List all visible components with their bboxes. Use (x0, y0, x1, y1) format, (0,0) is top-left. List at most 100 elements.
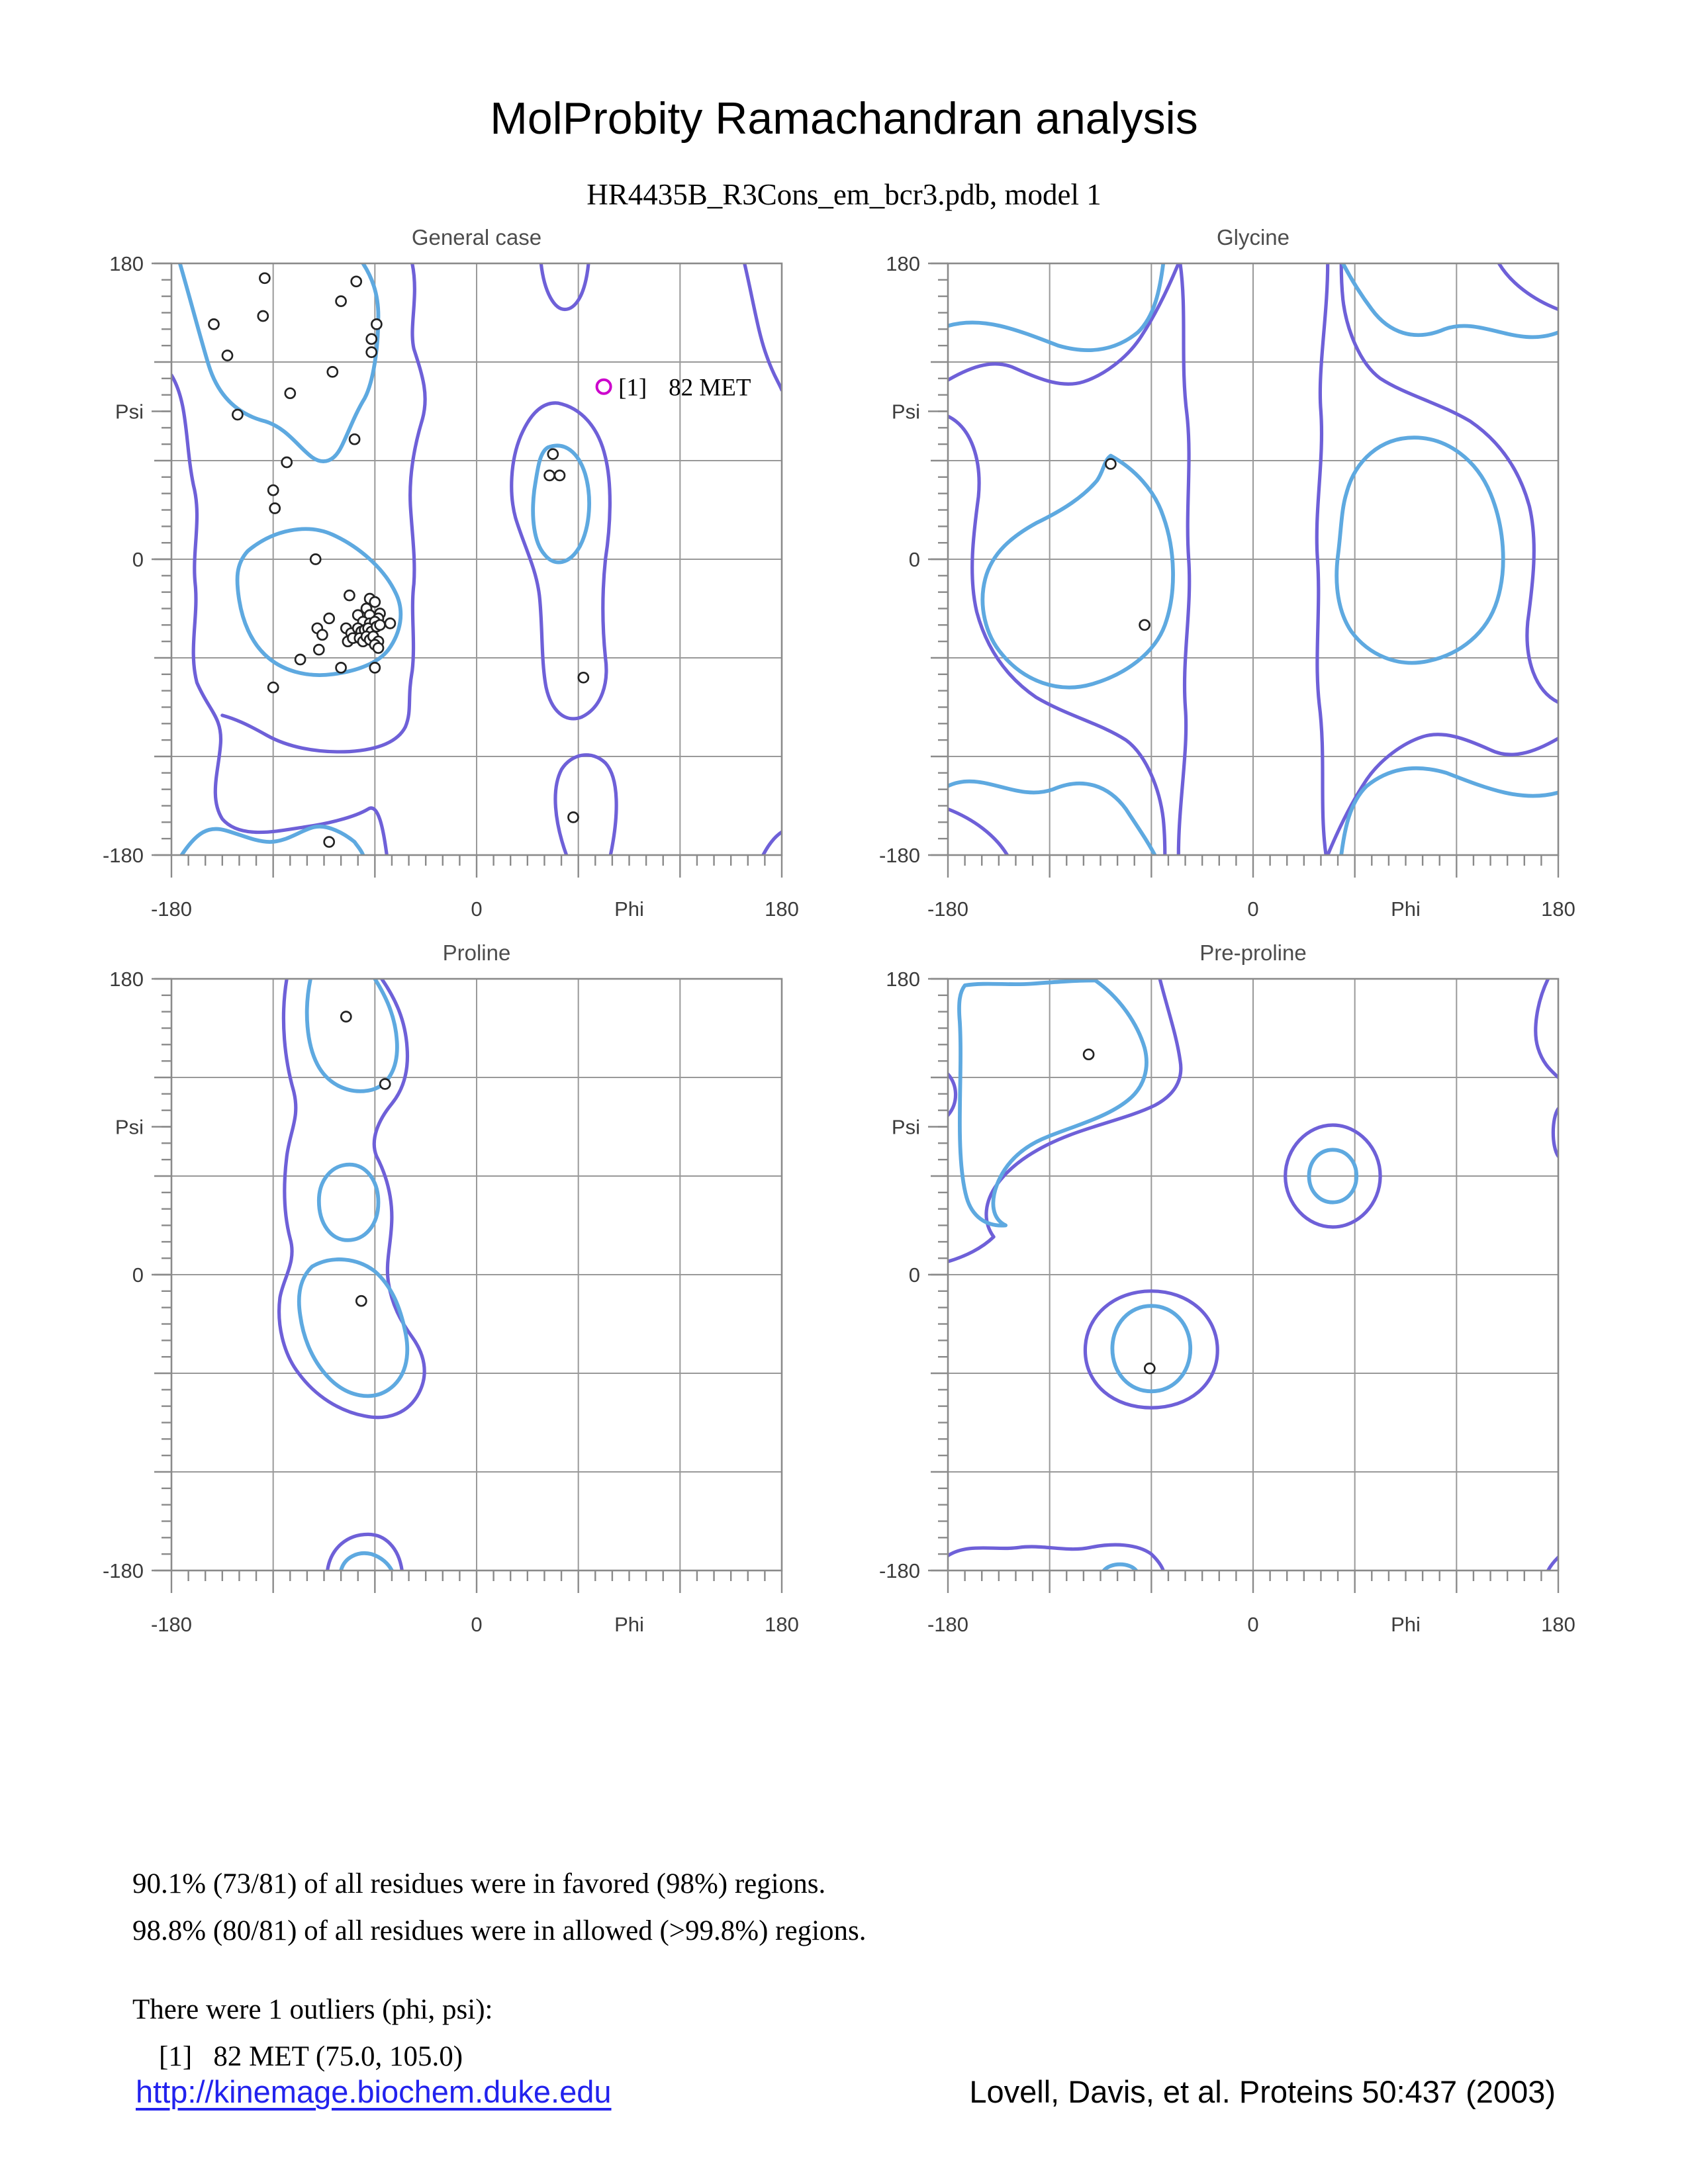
outlier-index: [1] (618, 374, 647, 401)
plot-svg-2: Proline 180 Psi 0 -180 -180 0 Phi 180 (103, 940, 799, 1636)
x-axis-label: -180 (151, 897, 192, 921)
x-axis-label: -180 (151, 1613, 192, 1636)
residue-point (312, 643, 325, 656)
residue-point (259, 272, 271, 285)
residue-points (1105, 458, 1150, 631)
residue-points (340, 1011, 391, 1307)
residue-points (1082, 1048, 1156, 1375)
residue-point (374, 619, 386, 631)
favored-contours (948, 263, 1558, 855)
summary-allowed: 98.8% (80/81) of all residues were in al… (132, 1915, 867, 1946)
kinemage-link[interactable]: http://kinemage.biochem.duke.edu (136, 2074, 612, 2109)
plot-glycine: Glycine 180 Psi 0 -180 -180 0 Phi 180 (855, 217, 1636, 929)
plot-title: General case (412, 225, 541, 250)
y-axis-label: -180 (103, 1559, 144, 1582)
y-axis-label: -180 (879, 844, 920, 867)
residue-point (335, 295, 347, 307)
residue-point (208, 318, 220, 330)
y-axis-label: 180 (886, 968, 920, 991)
allowed-contours (171, 263, 782, 855)
residue-point (316, 629, 328, 641)
plot-title: Pre-proline (1199, 940, 1306, 965)
residue-point (267, 681, 279, 694)
model-subtitle: HR4435B_R3Cons_em_bcr3.pdb, model 1 (586, 178, 1102, 211)
y-axis-label: 0 (909, 1263, 920, 1287)
residue-point (1105, 458, 1117, 470)
residue-point (344, 589, 355, 602)
residue-point (369, 662, 381, 674)
residue-point (365, 346, 378, 358)
residue-point (281, 456, 293, 469)
favored-contours (177, 263, 591, 855)
residue-point (340, 1011, 352, 1023)
y-axis-label: -180 (103, 844, 144, 867)
y-axis-label: Psi (892, 1116, 920, 1139)
plot-title: Glycine (1217, 225, 1289, 250)
residue-point (365, 333, 378, 345)
residue-point (567, 811, 579, 823)
plot-proline: Proline 180 Psi 0 -180 -180 0 Phi 180 (79, 933, 860, 1644)
residue-point (384, 617, 397, 629)
x-axis-label: -180 (927, 1613, 968, 1636)
x-axis-label: Phi (1391, 1613, 1421, 1636)
x-axis-label: -180 (927, 897, 968, 921)
y-axis-label: 0 (132, 1263, 144, 1287)
residue-point (547, 448, 559, 460)
plot-title: Proline (443, 940, 511, 965)
residue-point (267, 484, 279, 496)
favored-contours (957, 979, 1359, 1570)
x-axis-label: Phi (614, 897, 644, 921)
x-axis-label: Phi (1391, 897, 1421, 921)
residue-point (326, 366, 339, 378)
residue-point (379, 1078, 391, 1090)
residue-point (350, 275, 363, 288)
x-axis-label: 180 (765, 1613, 799, 1636)
residue-point (348, 433, 361, 445)
residue-point (335, 662, 347, 674)
residue-point (284, 387, 297, 400)
x-axis-label: 0 (1247, 897, 1258, 921)
x-axis-label: 0 (471, 897, 482, 921)
outlier-marker: [1] 82 MET (595, 374, 751, 401)
residue-point (543, 469, 555, 482)
allowed-contours (277, 979, 426, 1570)
x-axis-label: 0 (1247, 1613, 1258, 1636)
plot-svg-3: Pre-proline 180 Psi 0 -180 -180 0 Phi 180 (879, 940, 1575, 1636)
allowed-contours (948, 263, 1558, 855)
summary-outlier-header: There were 1 outliers (phi, psi): (132, 1994, 493, 2025)
residue-point (355, 1295, 367, 1307)
summary-outlier-item: [1] 82 MET (75.0, 105.0) (159, 2041, 463, 2072)
page-title: MolProbity Ramachandran analysis (490, 93, 1198, 144)
y-axis-label: 180 (109, 968, 144, 991)
residue-point (232, 408, 244, 421)
x-axis-label: Phi (614, 1613, 644, 1636)
y-axis-label: -180 (879, 1559, 920, 1582)
plot-svg-0: General case 180 Psi 0 -180 -180 0 Phi 180 [1] 82 … (103, 225, 799, 921)
y-axis-label: Psi (892, 400, 920, 424)
residue-point (294, 653, 306, 666)
residue-point (577, 671, 590, 684)
plot-svg-1: Glycine 180 Psi 0 -180 -180 0 Phi 180 (879, 225, 1575, 921)
y-axis-label: 0 (909, 548, 920, 571)
residue-point (309, 553, 322, 565)
residue-point (553, 469, 566, 482)
plot-general-case: General case 180 Psi 0 -180 -180 0 Phi 180 [1] 82 … (79, 217, 860, 929)
x-axis-label: 180 (1541, 1613, 1575, 1636)
residue-point (257, 310, 269, 322)
summary-favored: 90.1% (73/81) of all residues were in fa… (132, 1868, 826, 1899)
residue-point (221, 349, 234, 361)
plot-pre-proline: Pre-proline 180 Psi 0 -180 -180 0 Phi 180 (855, 933, 1636, 1644)
x-axis-label: 180 (1541, 897, 1575, 921)
residue-point (369, 596, 381, 608)
residue-point (323, 836, 336, 848)
residue-point (1139, 619, 1150, 631)
x-axis-label: 0 (471, 1613, 482, 1636)
residue-point (323, 612, 336, 625)
residue-point (371, 318, 383, 330)
residue-point (269, 502, 281, 514)
y-axis-label: Psi (115, 1116, 144, 1139)
x-axis-label: 180 (765, 897, 799, 921)
citation-text: Lovell, Davis, et al. Proteins 50:437 (2… (969, 2074, 1556, 2109)
allowed-contours (948, 979, 1558, 1570)
favored-contours (297, 979, 410, 1570)
